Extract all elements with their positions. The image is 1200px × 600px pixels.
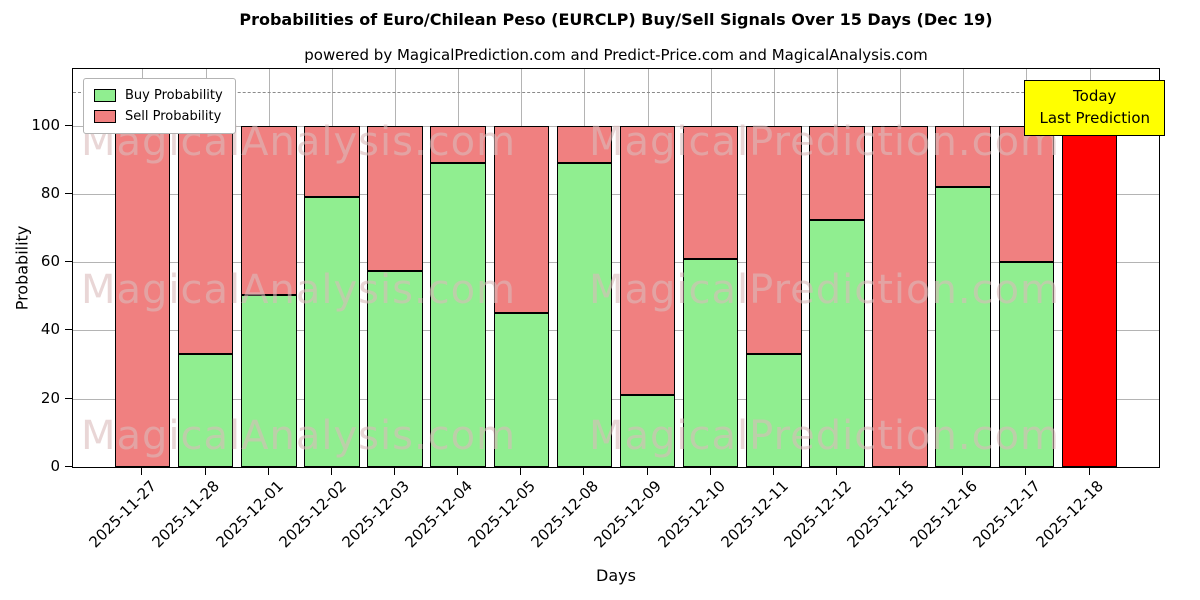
x-tick-mark — [709, 468, 711, 475]
bar-segment-buy — [493, 313, 550, 467]
x-tick-mark — [1025, 468, 1027, 475]
legend: Buy Probability Sell Probability — [83, 78, 236, 134]
bar-segment-sell — [556, 125, 613, 164]
x-tick-label: 2025-12-10 — [654, 477, 729, 552]
bar-segment-sell — [872, 125, 928, 467]
legend-swatch-sell-icon — [94, 110, 116, 123]
bar-segment-sell — [746, 125, 802, 355]
chart-subtitle: powered by MagicalPrediction.com and Pre… — [304, 46, 928, 64]
x-tick-label: 2025-12-15 — [843, 477, 918, 552]
bar-segment-buy — [619, 395, 676, 467]
bar-segment-sell — [430, 125, 486, 164]
x-tick-mark — [1088, 468, 1090, 475]
y-tick-mark — [65, 261, 72, 263]
bar-segment-sell — [367, 125, 423, 271]
bar-segment-sell — [177, 125, 234, 355]
bar-segment-buy — [682, 258, 739, 467]
today-annotation: Today Last Prediction — [1024, 80, 1165, 136]
bar-segment-buy — [240, 294, 297, 467]
bar-segment-buy — [430, 163, 486, 467]
bar-segment-sell — [998, 125, 1055, 263]
x-tick-mark — [835, 468, 837, 475]
bar-segment-sell — [304, 125, 360, 198]
x-tick-label: 2025-11-28 — [148, 477, 224, 552]
x-tick-mark — [330, 468, 332, 475]
y-tick-mark — [65, 397, 72, 399]
x-tick-label: 2025-12-17 — [969, 477, 1045, 552]
bar-segment-buy — [367, 270, 423, 467]
y-tick-mark — [65, 124, 72, 126]
h-gridline — [73, 262, 1159, 264]
x-tick-mark — [457, 468, 459, 475]
x-tick-mark — [583, 468, 585, 475]
plot-area: MagicalAnalysis.com MagicalPrediction.co… — [72, 68, 1165, 468]
x-tick-label: 2025-11-27 — [85, 477, 161, 552]
h-gridline — [73, 125, 1159, 127]
x-tick-label: 2025-12-12 — [780, 477, 855, 552]
x-tick-mark — [772, 468, 774, 475]
h-gridline — [73, 330, 1159, 332]
x-tick-label: 2025-12-03 — [338, 477, 413, 552]
bar-segment-sell — [1061, 125, 1118, 467]
x-tick-label: 2025-12-05 — [464, 477, 540, 552]
x-tick-label: 2025-12-16 — [906, 477, 982, 552]
threshold-dashed-line — [73, 91, 1159, 93]
bar-segment-sell — [240, 125, 297, 295]
y-tick-mark — [65, 192, 72, 194]
x-tick-label: 2025-12-09 — [590, 477, 666, 552]
y-tick-label: 60 — [40, 252, 60, 271]
bar-segment-buy — [809, 219, 865, 467]
x-tick-mark — [141, 468, 143, 475]
legend-label-buy: Buy Probability — [125, 88, 223, 103]
bar-segment-buy — [998, 262, 1055, 467]
h-gridline — [73, 398, 1159, 400]
bar-segment-sell — [114, 125, 171, 467]
y-tick-label: 20 — [40, 388, 60, 407]
bar-segment-sell — [809, 125, 865, 220]
x-tick-mark — [520, 468, 522, 475]
y-tick-label: 0 — [50, 457, 60, 475]
bar-segment-buy — [177, 354, 234, 467]
bar-segment-sell — [935, 125, 992, 188]
chart-title: Probabilities of Euro/Chilean Peso (EURC… — [239, 10, 993, 29]
legend-item-sell: Sell Probability — [94, 106, 223, 127]
legend-swatch-buy-icon — [94, 89, 116, 102]
y-tick-label: 80 — [40, 183, 60, 202]
y-tick-mark — [65, 329, 72, 331]
x-tick-label: 2025-12-11 — [717, 477, 792, 552]
bar-segment-buy — [746, 354, 802, 467]
x-tick-mark — [899, 468, 901, 475]
bar-segment-sell — [682, 125, 739, 259]
y-tick-label: 40 — [40, 320, 60, 339]
x-tick-mark — [962, 468, 964, 475]
x-tick-mark — [646, 468, 648, 475]
y-tick-label: 100 — [31, 115, 60, 134]
y-tick-mark — [65, 466, 72, 467]
x-axis-label: Days — [596, 566, 636, 585]
bar-segment-sell — [493, 125, 550, 314]
bar-segment-sell — [619, 125, 676, 396]
today-annotation-line1: Today — [1073, 87, 1117, 105]
legend-label-sell: Sell Probability — [125, 109, 222, 124]
h-gridline — [73, 193, 1159, 195]
x-tick-label: 2025-12-02 — [275, 477, 350, 552]
x-tick-mark — [204, 468, 206, 475]
x-tick-label: 2025-12-08 — [527, 477, 603, 552]
bar-segment-buy — [556, 163, 613, 467]
x-tick-label: 2025-12-18 — [1032, 477, 1108, 552]
bar-segment-buy — [935, 187, 992, 467]
x-tick-mark — [394, 468, 395, 475]
legend-item-buy: Buy Probability — [94, 85, 223, 106]
x-tick-label: 2025-12-01 — [212, 477, 287, 552]
bar-segment-buy — [304, 197, 360, 467]
x-tick-label: 2025-12-04 — [401, 477, 476, 552]
today-annotation-line2: Last Prediction — [1039, 108, 1150, 127]
x-tick-mark — [267, 468, 269, 475]
